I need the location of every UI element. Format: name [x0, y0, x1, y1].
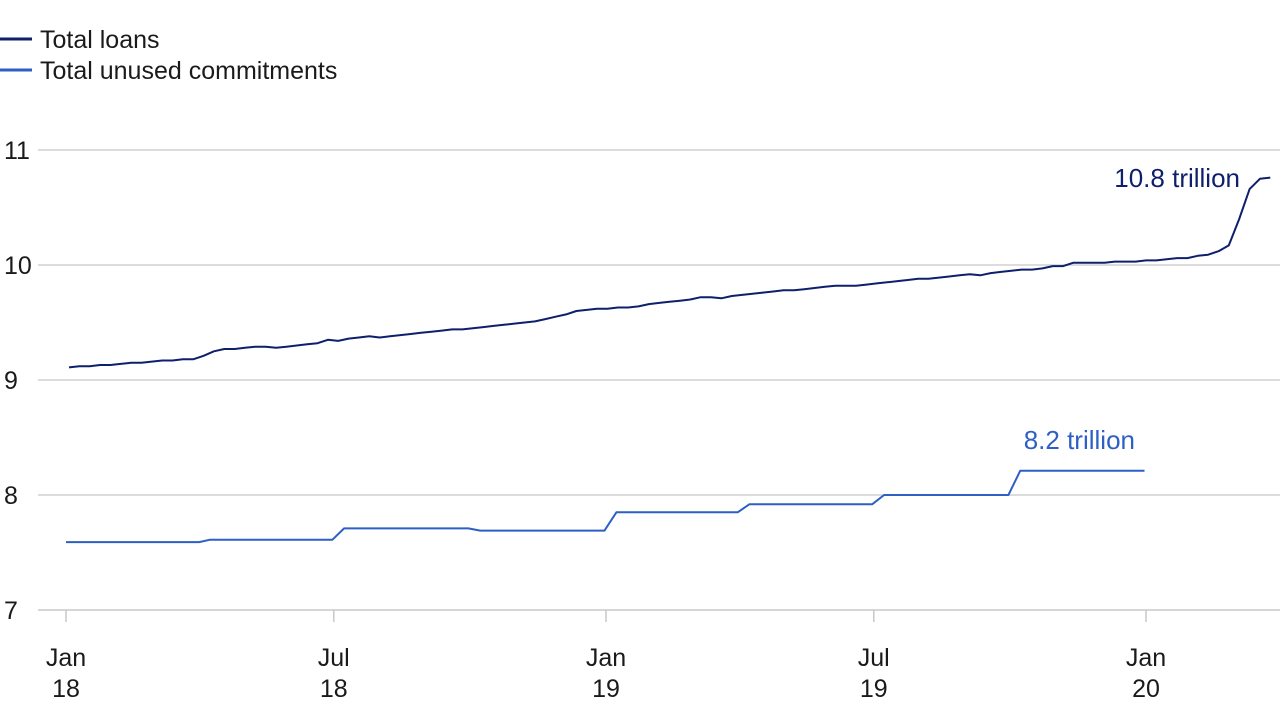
series-line-unused-commitments [66, 469, 1145, 544]
series-line-total-loans [68, 176, 1271, 369]
gridlines [38, 149, 1280, 611]
x-tick-year-4: 20 [1132, 675, 1160, 703]
x-tick-month-4: Jan [1126, 644, 1166, 672]
annotation-unused-commitments: 8.2 trillion [1024, 425, 1135, 455]
x-tick-month-3: Jul [858, 644, 890, 672]
legend-label-unused-commitments: Total unused commitments [40, 57, 337, 85]
y-tick-label-11: 11 [4, 137, 30, 165]
x-tick-year-1: 18 [320, 675, 348, 703]
y-tick-label-9: 9 [4, 367, 18, 395]
annotation-total-loans: 10.8 trillion [1114, 163, 1240, 193]
legend-label-total-loans: Total loans [40, 26, 160, 54]
x-tick-month-0: Jan [46, 644, 86, 672]
x-tick-month-2: Jan [586, 644, 626, 672]
x-axis: Jan 18 Jul 18 Jan 19 Jul 19 Jan 20 [46, 610, 1166, 703]
x-tick-month-1: Jul [318, 644, 350, 672]
x-tick-year-0: 18 [52, 675, 80, 703]
y-tick-label-8: 8 [4, 482, 18, 510]
y-tick-label-10: 10 [4, 252, 32, 280]
series-layer [66, 176, 1271, 544]
y-tick-label-7: 7 [4, 597, 18, 625]
y-axis-labels: 7 8 9 10 11 [4, 137, 32, 625]
x-tick-year-2: 19 [592, 675, 620, 703]
x-tick-year-3: 19 [860, 675, 888, 703]
legend: Total loans Total unused commitments [0, 26, 337, 85]
